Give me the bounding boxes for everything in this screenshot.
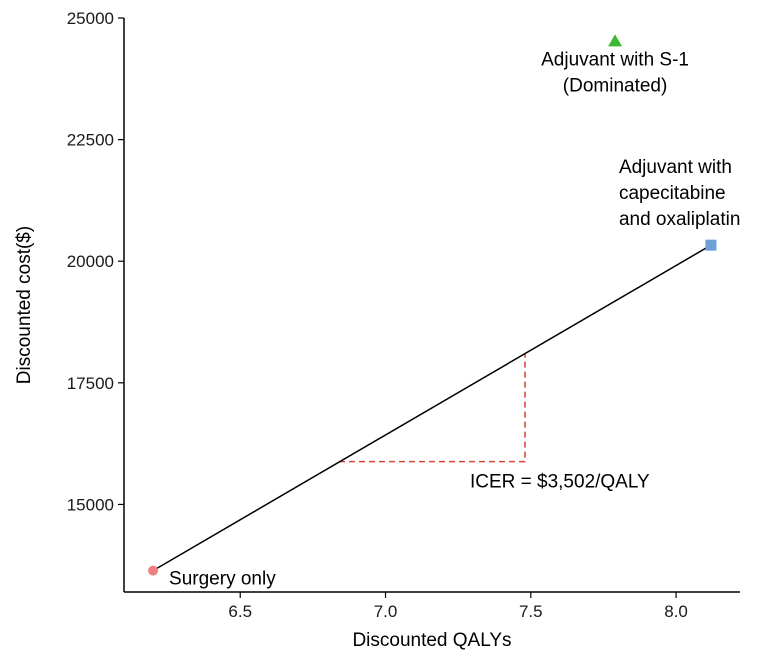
x-axis-title: Discounted QALYs [352,630,511,651]
point-label: Adjuvant with [619,157,732,178]
point-label: Adjuvant with S-1 [541,49,689,70]
y-tick-label: 25000 [67,9,114,28]
icer-annotation: ICER = $3,502/QALY [470,471,650,492]
point-s1-dominated [608,34,623,47]
axes: 15000 17500 20000 22500 25000 6.5 7.0 7.5 8.0 [67,9,740,621]
x-tick-label: 6.5 [228,602,252,621]
icer-guide-line [339,353,526,463]
chart-marks: Surgery only Adjuvant with capecitabine and… [148,34,740,590]
point-surgery-only [148,565,159,576]
efficiency-frontier-line [152,244,712,572]
y-tick-label: 22500 [67,131,114,150]
x-tick-label: 8.0 [664,602,688,621]
point-label: capecitabine [619,183,726,204]
point-label: (Dominated) [563,75,668,96]
point-label: Surgery only [169,569,276,590]
y-tick-label: 20000 [67,252,114,271]
y-axis-title: Discounted cost($) [14,226,35,384]
y-tick-label: 15000 [67,495,114,514]
y-tick-label: 17500 [67,374,114,393]
point-capecitabine-oxaliplatin [705,239,717,251]
x-tick-label: 7.5 [519,602,543,621]
point-label: and oxaliplatin [619,209,740,230]
x-tick-label: 7.0 [374,602,398,621]
